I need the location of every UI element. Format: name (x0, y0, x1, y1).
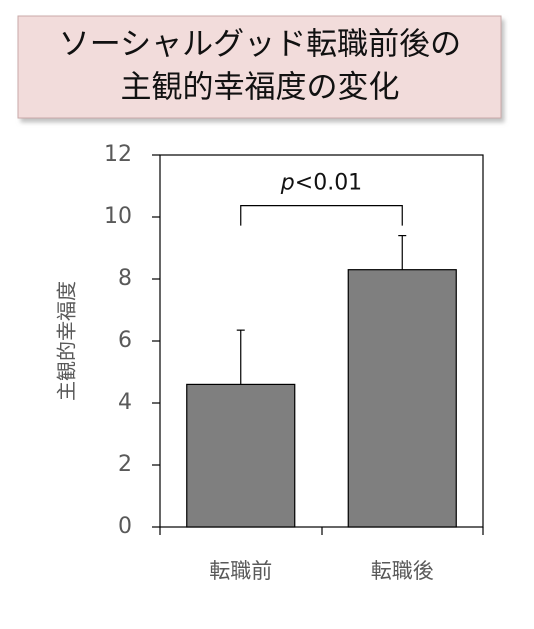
annotation-part: <0.01 (295, 171, 362, 196)
chart-title: ソーシャルグッド転職前後の (59, 27, 461, 63)
y-tick-label: 10 (104, 204, 132, 229)
significance-bracket (240, 205, 403, 226)
y-tick-label: 0 (118, 514, 132, 539)
y-axis-label: 主観的幸福度 (55, 281, 79, 401)
x-tick-label: 転職後 (371, 559, 434, 583)
y-tick-label: 12 (104, 142, 132, 167)
x-ticks (159, 527, 484, 535)
y-tick-label: 4 (118, 390, 132, 415)
annotation: p<0.01 (280, 171, 362, 196)
y-tick-label: 8 (118, 266, 132, 291)
bar (347, 269, 457, 528)
x-tick-label: 転職前 (209, 559, 272, 583)
y-tick-label: 2 (118, 452, 132, 477)
annotation-part: p (280, 171, 295, 196)
chart-title: 主観的幸福度の変化 (121, 70, 400, 106)
y-tick-label: 6 (118, 328, 132, 353)
bar (186, 383, 296, 528)
title-box (17, 15, 502, 119)
